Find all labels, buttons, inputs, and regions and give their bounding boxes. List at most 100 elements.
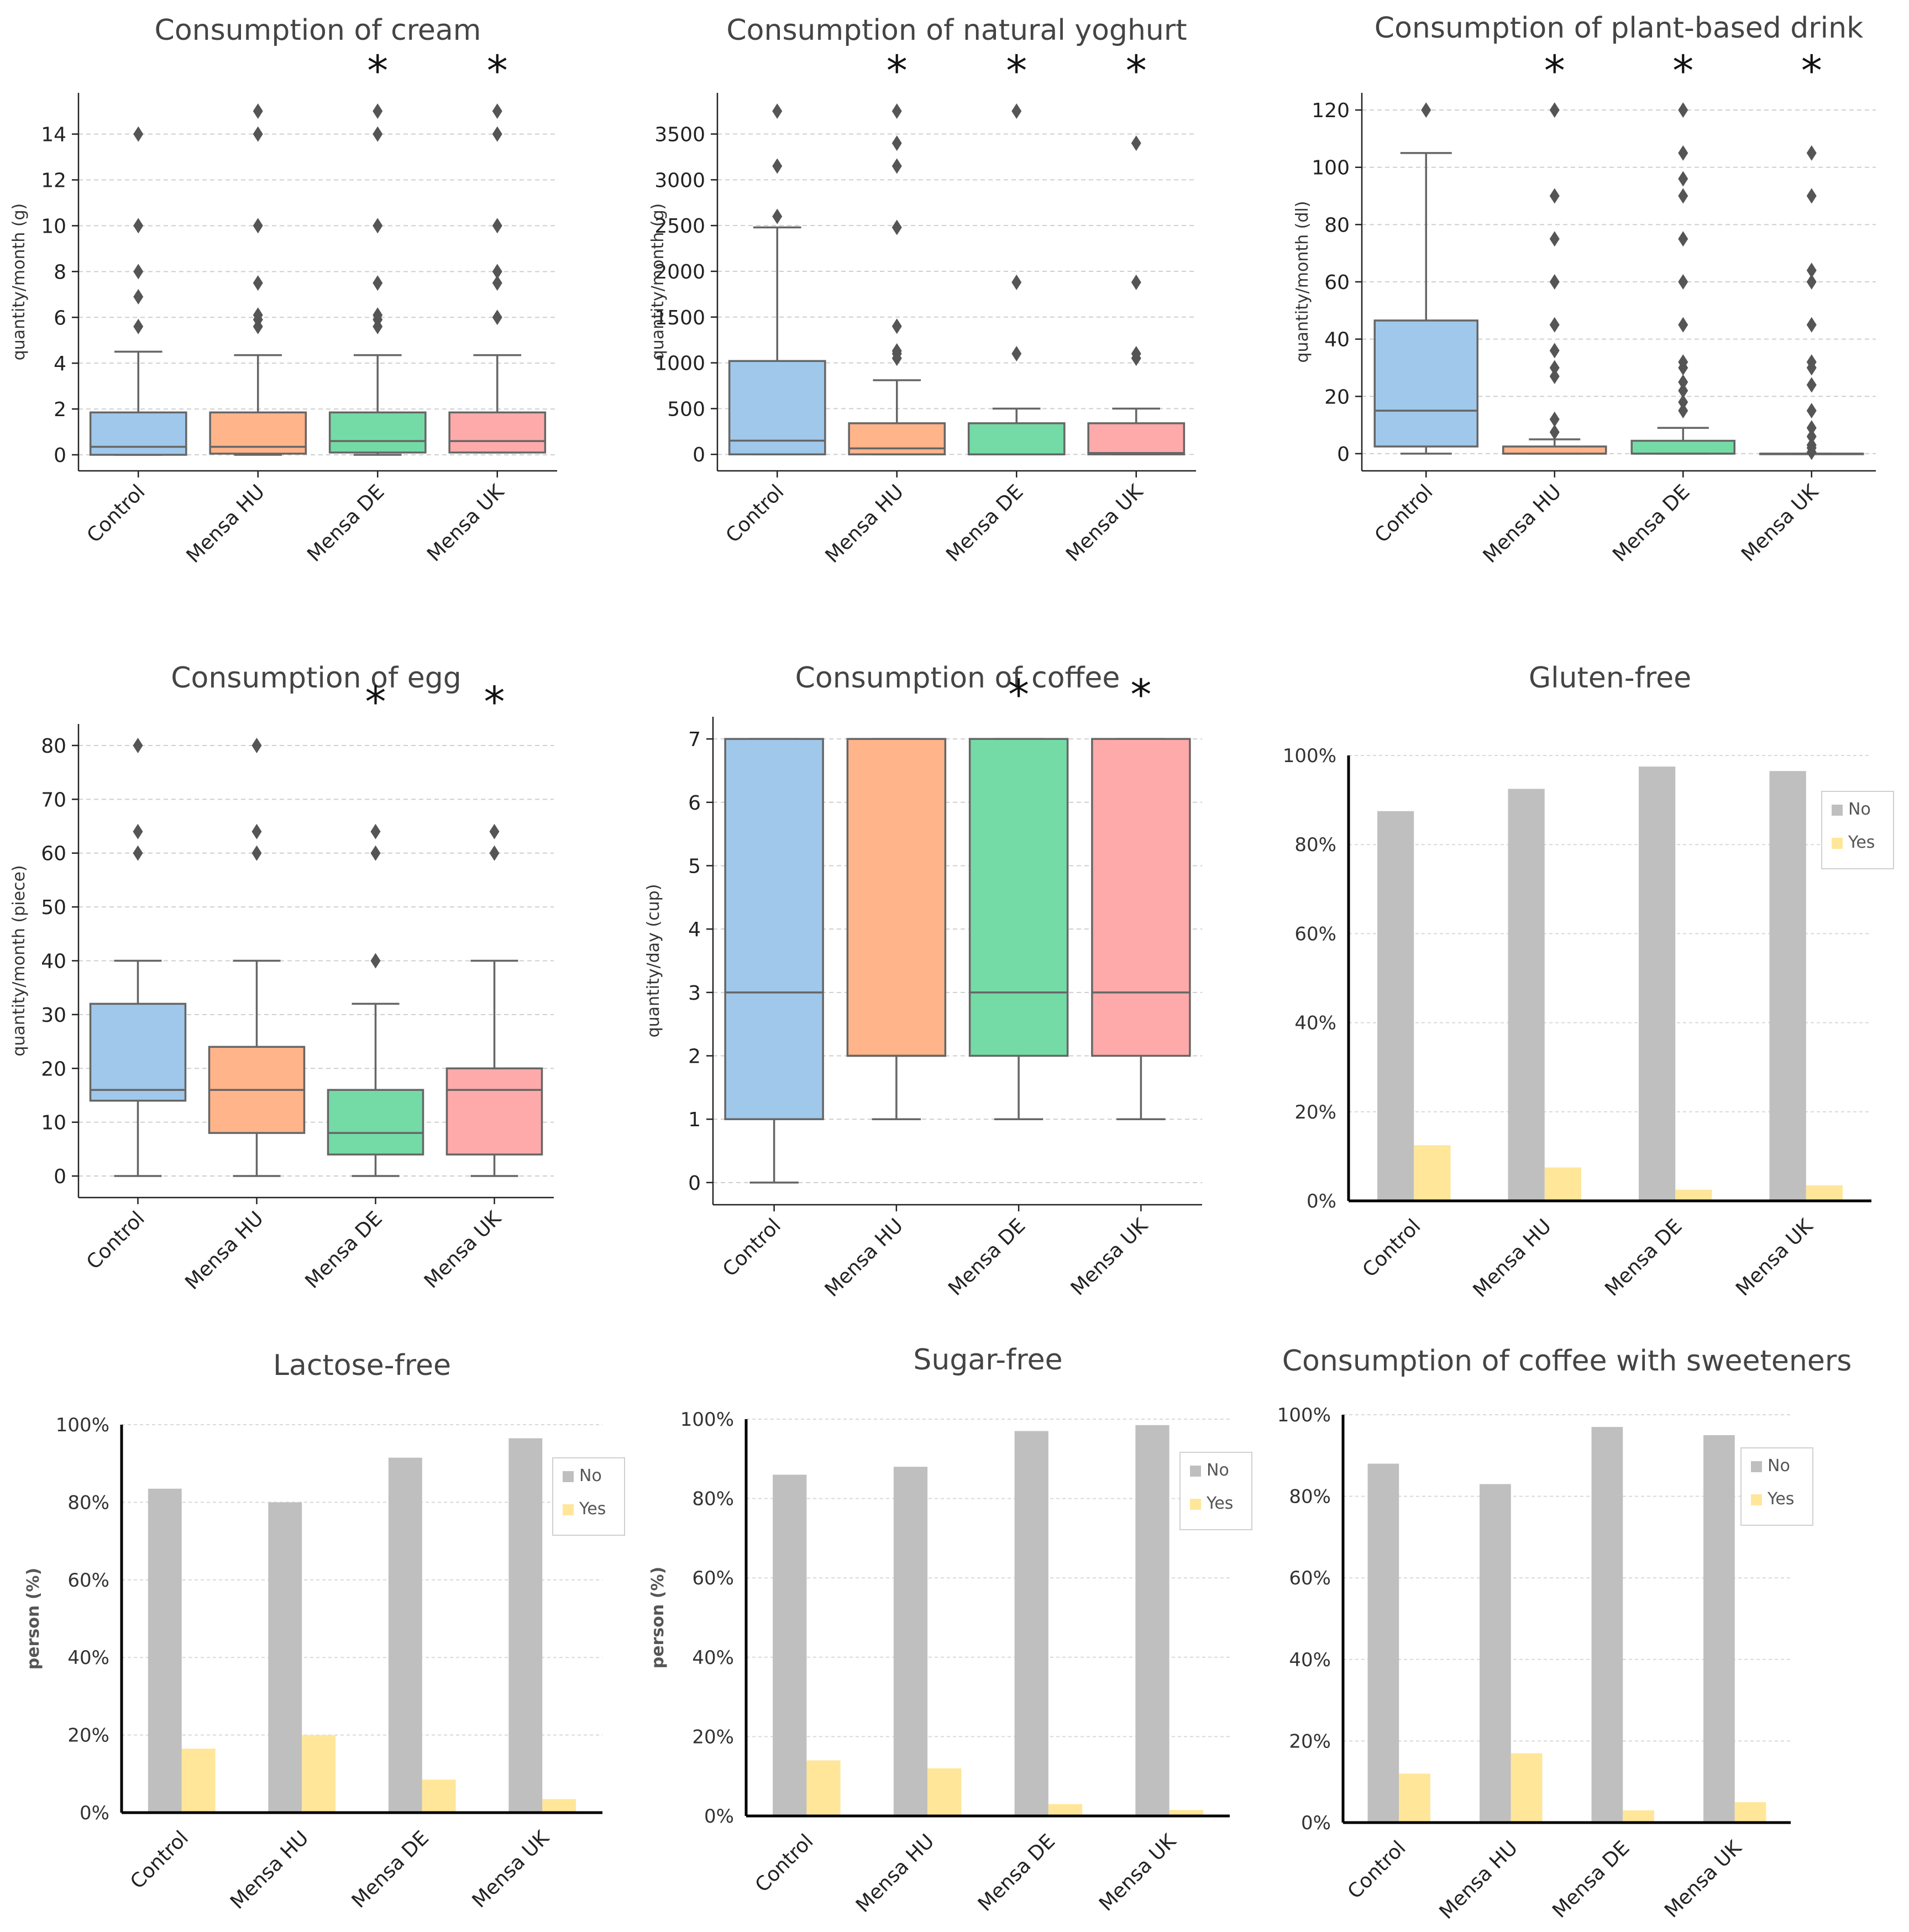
- outlier-point: [1011, 274, 1022, 290]
- x-tick-label: Mensa HU: [1435, 1836, 1522, 1923]
- outlier-point: [492, 264, 502, 280]
- outlier-point: [1678, 317, 1688, 333]
- x-tick-label: Mensa DE: [974, 1830, 1060, 1915]
- legend: No Yes: [1821, 791, 1894, 869]
- legend-box: [552, 1457, 625, 1536]
- chart-title: Consumption of natural yoghurt: [726, 14, 1187, 47]
- y-tick-label: 0: [54, 444, 66, 467]
- box-iqr: [848, 422, 946, 455]
- legend-label-yes: Yes: [1848, 833, 1875, 852]
- y-tick-label: 7: [688, 728, 701, 751]
- y-tick-label: 20%: [1294, 1101, 1336, 1124]
- legend-box: [1821, 791, 1894, 869]
- chart-svg-yoghurt: Consumption of natural yoghurt 0 500 1000 15…: [648, 14, 1196, 568]
- chart-title: Consumption of egg: [171, 662, 461, 695]
- y-tick-label: 60: [1324, 271, 1350, 294]
- chart-svg-egg: Consumption of egg 0 10 20 30 40 50 60 70 80 quant…: [9, 662, 554, 1294]
- x-tick-label: Control: [751, 1830, 818, 1897]
- box-mensa-hu: [846, 738, 947, 1120]
- y-axis-label: person (%): [24, 1568, 43, 1670]
- legend-label-yes: Yes: [1767, 1489, 1794, 1509]
- legend-label-yes: Yes: [1206, 1494, 1233, 1513]
- outlier-point: [253, 103, 263, 119]
- outlier-point: [891, 158, 902, 174]
- box-iqr: [448, 411, 547, 454]
- box-iqr: [1630, 439, 1735, 455]
- y-tick-label: 8: [54, 261, 66, 284]
- box-mensa-hu: [1502, 102, 1607, 455]
- chart-title: Consumption of coffee: [795, 662, 1120, 695]
- significance-marker: *: [1008, 670, 1029, 719]
- y-axis-label: person (%): [648, 1567, 668, 1668]
- chart-svg-cream: Consumption of cream 0 2 4 6 8 10 12 14 quantity/…: [9, 14, 557, 568]
- chart-svg-sugar: Sugar-free 0% 20% 40% 60% 80% 100% person (%) Co…: [648, 1343, 1252, 1917]
- box-mensa-de: [1630, 102, 1735, 455]
- outlier-point: [1549, 188, 1560, 204]
- significance-marker: *: [365, 677, 386, 726]
- box-mensa-uk: [445, 823, 543, 1177]
- outlier-point: [891, 318, 902, 334]
- x-tick-label: Mensa DE: [1601, 1215, 1686, 1300]
- y-axis-label: quantity/month (g): [9, 203, 29, 361]
- y-axis-label: quantity/month (dl): [1293, 201, 1312, 363]
- y-tick-label: 20: [1324, 386, 1350, 408]
- y-tick-label: 120: [1312, 99, 1350, 122]
- bar-no-mensa-hu: [268, 1502, 302, 1813]
- bar-yes-mensa-uk: [1169, 1810, 1203, 1816]
- y-tick-label: 30: [41, 1004, 66, 1027]
- bar-no-control: [148, 1488, 182, 1813]
- significance-marker: *: [487, 46, 508, 95]
- y-tick-label: 80%: [1294, 834, 1336, 856]
- x-tick-label: Mensa DE: [301, 1207, 386, 1293]
- y-tick-label: 6: [54, 307, 66, 329]
- y-tick-label: 100%: [680, 1409, 734, 1431]
- x-tick-label: Mensa HU: [821, 480, 908, 567]
- chart-title: Consumption of plant-based drink: [1375, 12, 1863, 45]
- y-tick-label: 20%: [67, 1725, 109, 1747]
- outlier-point: [133, 318, 144, 334]
- x-tick-label: Mensa DE: [348, 1826, 433, 1912]
- significance-marker: *: [1544, 46, 1565, 95]
- chart-sugar-free: Sugar-free 0% 20% 40% 60% 80% 100% person (%) Co…: [636, 1337, 1271, 1932]
- outlier-point: [253, 126, 263, 142]
- box-mensa-uk: [448, 103, 547, 454]
- box-iqr: [967, 422, 1066, 455]
- outlier-point: [1549, 424, 1560, 440]
- chart-title: Gluten-free: [1529, 662, 1691, 695]
- bar-no-mensa-uk: [1703, 1435, 1735, 1823]
- significance-marker: *: [1130, 670, 1151, 719]
- y-axis-label: quantity/month (g): [648, 203, 668, 361]
- x-tick-label: Mensa UK: [1095, 1829, 1181, 1915]
- box-mensa-hu: [209, 103, 307, 456]
- chart-lactose-free: Lactose-free 0% 20% 40% 60% 80% 100% person (%)…: [0, 1337, 636, 1932]
- y-tick-label: 0%: [80, 1802, 109, 1824]
- y-tick-label: 0%: [1301, 1812, 1331, 1834]
- x-tick-label: Mensa DE: [1548, 1836, 1634, 1922]
- y-tick-label: 70: [41, 789, 66, 811]
- outlier-point: [1806, 274, 1817, 290]
- outlier-point: [133, 126, 144, 142]
- y-tick-label: 0: [54, 1166, 66, 1188]
- y-tick-label: 4: [54, 353, 66, 375]
- box-iqr: [327, 1089, 424, 1156]
- significance-marker: *: [484, 677, 505, 726]
- y-tick-label: 4: [688, 918, 701, 941]
- outlier-point: [133, 823, 143, 839]
- bar-no-mensa-hu: [893, 1467, 928, 1816]
- y-tick-label: 500: [667, 398, 705, 421]
- outlier-point: [492, 309, 502, 326]
- y-tick-label: 100%: [1277, 1404, 1331, 1426]
- box-mensa-uk: [1759, 145, 1864, 460]
- x-tick-label: Mensa DE: [1608, 480, 1694, 566]
- chart-title: Consumption of coffee with sweeteners: [1282, 1345, 1852, 1378]
- chart-egg: Consumption of egg 0 10 20 30 40 50 60 70 80 quant…: [0, 652, 636, 1337]
- box-control: [89, 737, 187, 1177]
- x-tick-label: Control: [83, 480, 150, 547]
- outlier-point: [251, 823, 262, 839]
- outlier-point: [772, 103, 783, 119]
- x-tick-label: Control: [1344, 1836, 1410, 1903]
- x-tick-label: Mensa HU: [852, 1830, 938, 1917]
- chart-title: Lactose-free: [273, 1349, 451, 1382]
- box-mensa-uk: [1087, 135, 1186, 455]
